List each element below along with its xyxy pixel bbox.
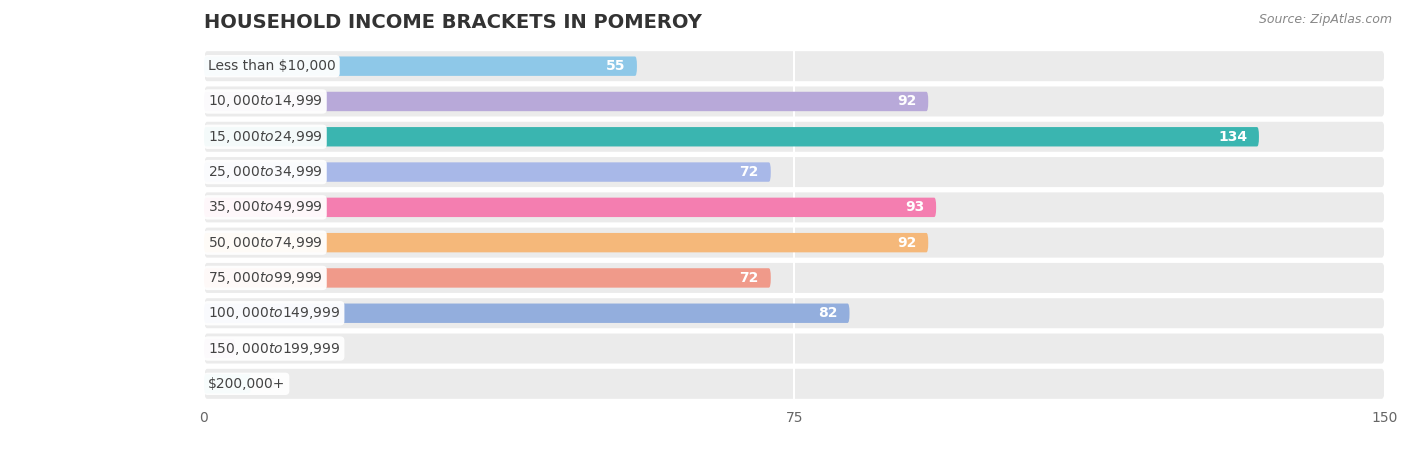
Text: $35,000 to $49,999: $35,000 to $49,999	[208, 199, 322, 216]
FancyBboxPatch shape	[204, 122, 1385, 152]
Text: $25,000 to $34,999: $25,000 to $34,999	[208, 164, 322, 180]
FancyBboxPatch shape	[204, 86, 1385, 117]
FancyBboxPatch shape	[204, 268, 770, 288]
FancyBboxPatch shape	[204, 192, 1385, 222]
FancyBboxPatch shape	[204, 263, 1385, 293]
FancyBboxPatch shape	[204, 228, 1385, 258]
FancyBboxPatch shape	[204, 162, 770, 182]
FancyBboxPatch shape	[204, 333, 1385, 364]
Text: $15,000 to $24,999: $15,000 to $24,999	[208, 129, 322, 145]
Text: HOUSEHOLD INCOME BRACKETS IN POMEROY: HOUSEHOLD INCOME BRACKETS IN POMEROY	[204, 14, 702, 32]
Text: 93: 93	[905, 200, 924, 214]
Text: 55: 55	[606, 59, 626, 73]
FancyBboxPatch shape	[204, 233, 928, 252]
Text: $150,000 to $199,999: $150,000 to $199,999	[208, 341, 340, 356]
Text: 72: 72	[740, 165, 759, 179]
Text: 72: 72	[740, 271, 759, 285]
Text: 82: 82	[818, 306, 838, 320]
Text: $200,000+: $200,000+	[208, 377, 285, 391]
Text: Source: ZipAtlas.com: Source: ZipAtlas.com	[1258, 14, 1392, 27]
Text: 4: 4	[252, 342, 260, 356]
FancyBboxPatch shape	[204, 369, 1385, 399]
Text: $100,000 to $149,999: $100,000 to $149,999	[208, 305, 340, 321]
FancyBboxPatch shape	[204, 298, 1385, 328]
FancyBboxPatch shape	[204, 127, 1258, 146]
FancyBboxPatch shape	[204, 92, 928, 111]
Text: $50,000 to $74,999: $50,000 to $74,999	[208, 234, 322, 251]
FancyBboxPatch shape	[204, 304, 849, 323]
FancyBboxPatch shape	[204, 374, 252, 394]
FancyBboxPatch shape	[204, 51, 1385, 81]
Text: Less than $10,000: Less than $10,000	[208, 59, 336, 73]
Text: 92: 92	[897, 94, 917, 108]
Text: 92: 92	[897, 236, 917, 250]
Text: 134: 134	[1218, 130, 1247, 144]
FancyBboxPatch shape	[204, 339, 235, 358]
FancyBboxPatch shape	[204, 157, 1385, 187]
FancyBboxPatch shape	[204, 56, 637, 76]
FancyBboxPatch shape	[204, 198, 936, 217]
Text: $10,000 to $14,999: $10,000 to $14,999	[208, 94, 322, 109]
Text: $75,000 to $99,999: $75,000 to $99,999	[208, 270, 322, 286]
Text: 6: 6	[267, 377, 276, 391]
